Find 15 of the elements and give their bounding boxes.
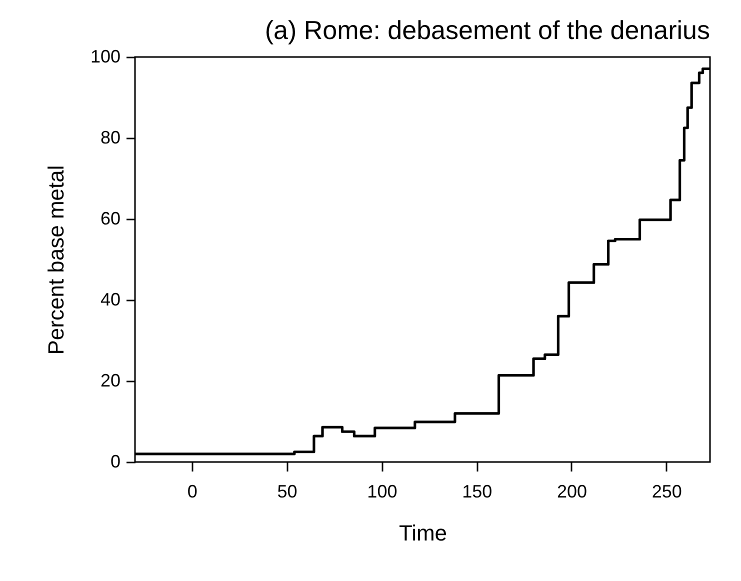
y-tick-label: 60 bbox=[100, 208, 120, 228]
y-tick-label: 100 bbox=[90, 46, 120, 66]
y-tick-label: 40 bbox=[100, 290, 120, 310]
x-tick-label: 150 bbox=[462, 482, 492, 502]
chart-title: (a) Rome: debasement of the denarius bbox=[264, 15, 710, 45]
x-tick-label: 250 bbox=[652, 482, 682, 502]
y-tick-label: 80 bbox=[100, 128, 120, 148]
x-tick-label: 200 bbox=[556, 482, 587, 502]
y-tick-label: 20 bbox=[100, 370, 120, 390]
x-tick-label: 100 bbox=[367, 482, 398, 502]
x-axis-title: Time bbox=[398, 520, 448, 546]
x-tick-label: 0 bbox=[187, 482, 198, 502]
y-tick-label: 0 bbox=[110, 452, 120, 472]
y-axis-title: Percent base metal bbox=[43, 165, 68, 355]
x-tick-label: 50 bbox=[277, 482, 298, 502]
